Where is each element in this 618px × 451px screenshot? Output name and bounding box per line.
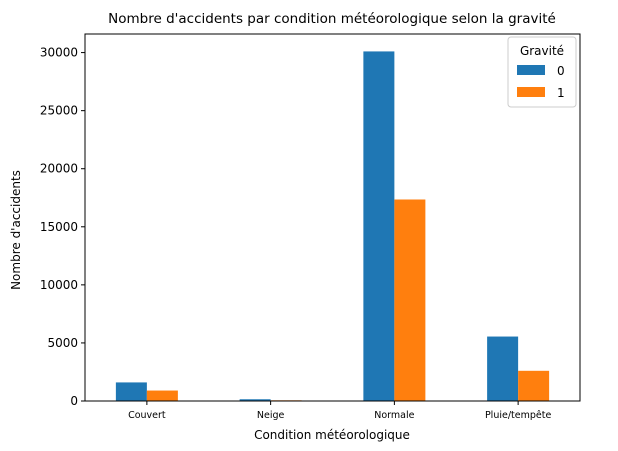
y-axis-label: Nombre d'accidents <box>9 170 23 290</box>
bar-series-0-neige <box>239 399 271 401</box>
bar-series-0-couvert <box>115 382 147 401</box>
legend-label-1: 1 <box>557 86 565 100</box>
legend-label-0: 0 <box>557 64 565 78</box>
y-tick-label: 5000 <box>47 336 78 350</box>
x-axis-label: Condition météorologique <box>254 428 410 442</box>
y-tick-label: 0 <box>70 394 78 408</box>
y-tick-label: 10000 <box>40 278 78 292</box>
bar-series-0-normale <box>363 51 395 401</box>
y-tick-label: 25000 <box>40 104 78 118</box>
bar-series-0-pluie-temp-te <box>487 336 519 401</box>
bar-series-1-pluie-temp-te <box>518 370 550 401</box>
x-tick-label: Normale <box>374 410 414 421</box>
chart-title: Nombre d'accidents par condition météoro… <box>108 11 556 27</box>
x-tick-label: Couvert <box>128 410 166 421</box>
x-tick-label: Neige <box>257 410 285 421</box>
legend-swatch-1 <box>517 87 545 97</box>
bar-series-1-normale <box>394 199 426 401</box>
axes-frame <box>84 33 581 402</box>
y-tick-label: 15000 <box>40 220 78 234</box>
bar-series-1-couvert <box>146 390 178 401</box>
x-tick-label: Pluie/tempête <box>485 410 551 421</box>
legend: Gravité 0 1 <box>507 36 577 108</box>
legend-title: Gravité <box>520 44 564 58</box>
y-tick-label: 20000 <box>40 162 78 176</box>
plot-area: 0 5000 10000 15000 20000 25000 30000 Couvert Nei… <box>40 33 581 421</box>
legend-swatch-0 <box>517 65 545 75</box>
y-tick-label: 30000 <box>40 46 78 60</box>
